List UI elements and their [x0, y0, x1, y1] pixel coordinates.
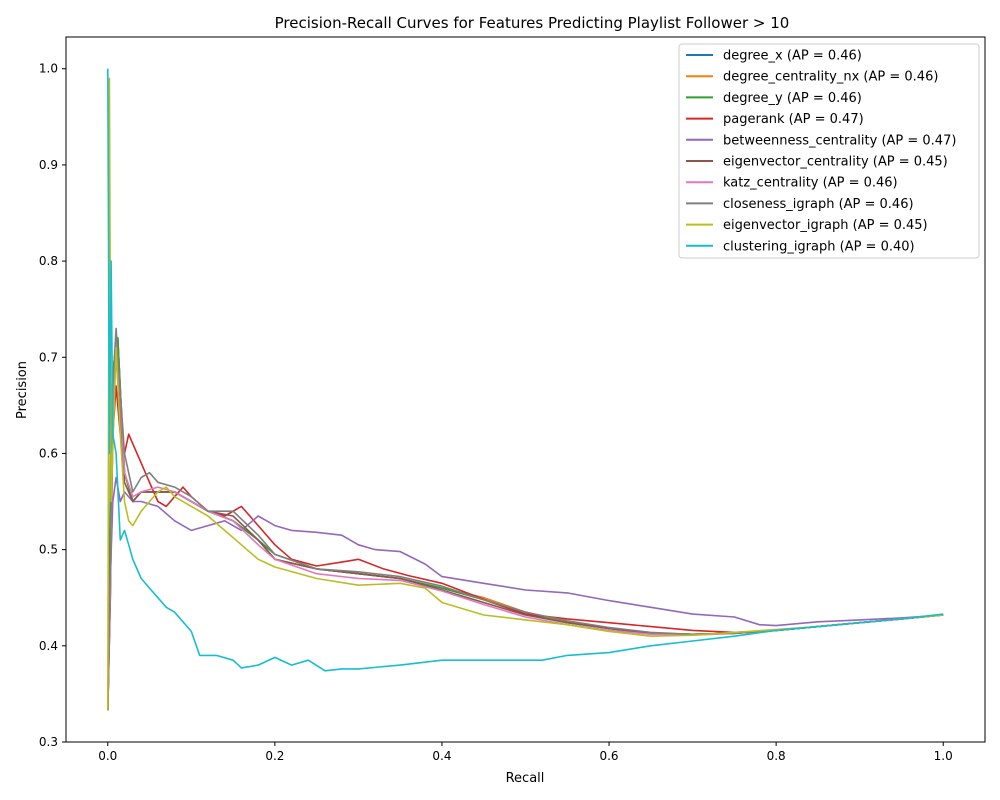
series-layer: [107, 68, 944, 711]
chart-title: Precision-Recall Curves for Features Pre…: [275, 14, 790, 32]
y-axis-ticks: 0.3 0.4 0.5 0.6 0.7 0.8 0.9 1.0: [39, 62, 66, 749]
x-tick-label: 0.0: [98, 749, 117, 763]
legend-box: [678, 43, 980, 259]
series-line-3: [107, 385, 944, 711]
legend-label-4: betweenness_centrality (AP = 0.47): [723, 133, 956, 148]
legend-label-6: katz_centrality (AP = 0.46): [723, 176, 898, 191]
x-axis-label: Recall: [506, 771, 545, 786]
x-tick-label: 0.8: [767, 749, 786, 763]
y-tick-label: 0.4: [39, 639, 58, 653]
series-line-9: [107, 68, 944, 672]
y-axis-label: Precision: [15, 361, 30, 419]
legend-label-0: degree_x (AP = 0.46): [723, 49, 862, 64]
y-tick-label: 0.8: [39, 254, 58, 268]
legend-label-2: degree_y (AP = 0.46): [723, 91, 862, 106]
legend: degree_x (AP = 0.46) degree_centrality_nx…: [678, 43, 980, 259]
legend-label-5: eigenvector_centrality (AP = 0.45): [723, 155, 948, 170]
x-tick-label: 1.0: [934, 749, 953, 763]
series-line-8: [107, 77, 944, 711]
y-tick-label: 0.5: [39, 543, 58, 557]
legend-label-1: degree_centrality_nx (AP = 0.46): [723, 70, 938, 85]
y-tick-label: 0.7: [39, 350, 58, 364]
legend-items: degree_x (AP = 0.46) degree_centrality_nx…: [686, 49, 956, 254]
legend-label-7: closeness_igraph (AP = 0.46): [723, 197, 914, 212]
x-axis-ticks: 0.0 0.2 0.4 0.6 0.8 1.0: [98, 742, 953, 763]
y-tick-label: 0.6: [39, 446, 58, 460]
legend-label-8: eigenvector_igraph (AP = 0.45): [723, 218, 928, 233]
y-tick-label: 0.3: [39, 735, 58, 749]
x-tick-label: 0.2: [265, 749, 284, 763]
y-tick-label: 1.0: [39, 62, 58, 76]
legend-label-3: pagerank (AP = 0.47): [723, 112, 864, 127]
x-tick-label: 0.6: [599, 749, 618, 763]
legend-label-9: clustering_igraph (AP = 0.40): [723, 239, 915, 254]
y-tick-label: 0.9: [39, 158, 58, 172]
x-tick-label: 0.4: [432, 749, 451, 763]
plot-area-frame: [65, 36, 986, 743]
